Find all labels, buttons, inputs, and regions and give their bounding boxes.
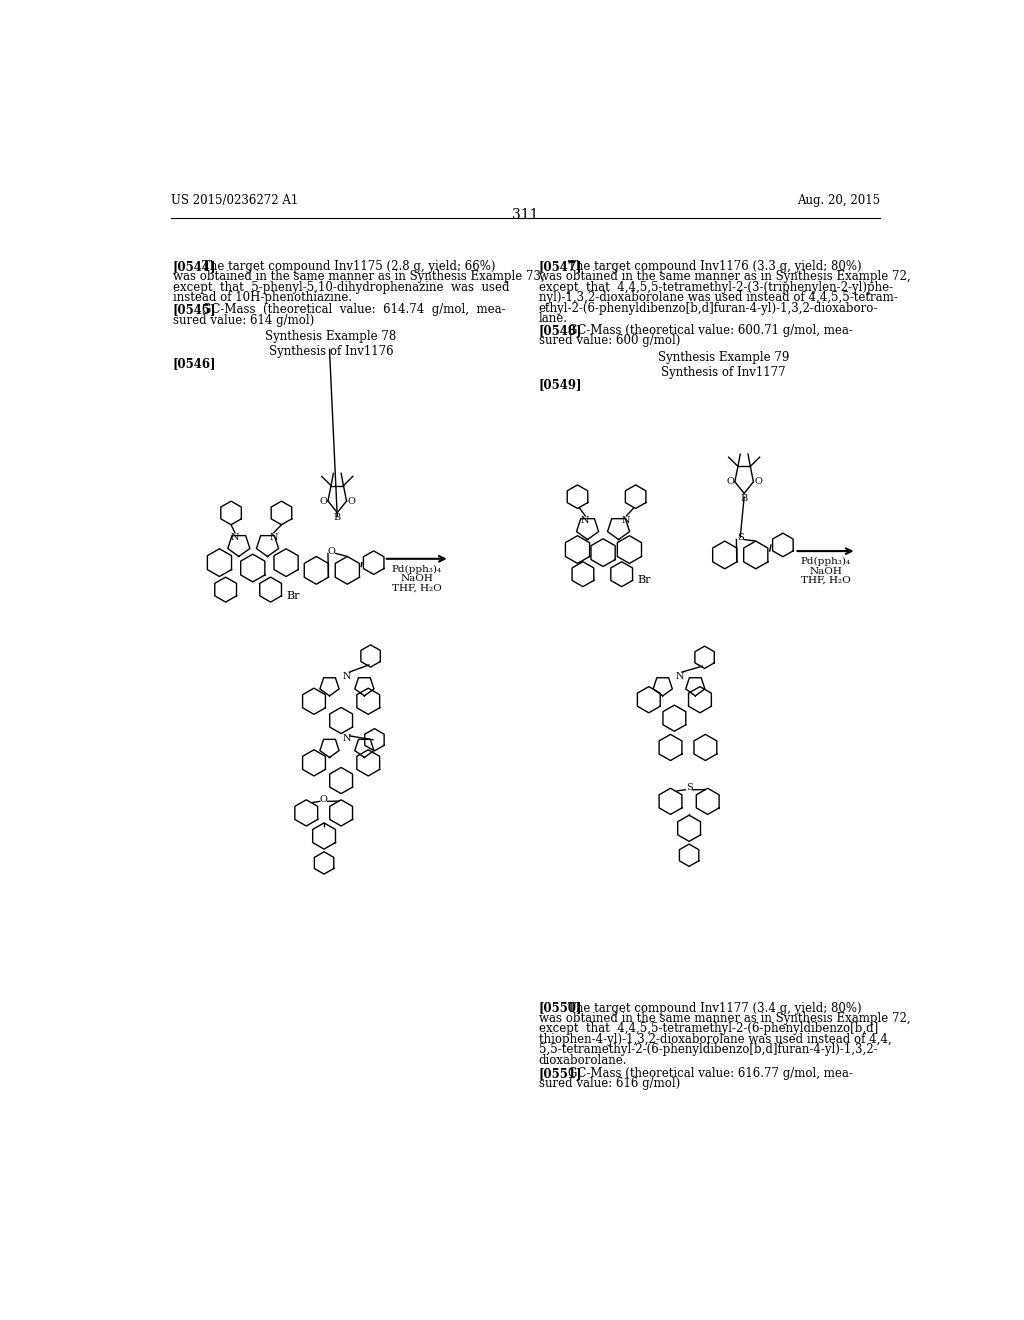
Text: THF, H₂O: THF, H₂O	[801, 576, 850, 585]
Text: US 2015/0236272 A1: US 2015/0236272 A1	[171, 194, 298, 207]
Text: sured value: 616 g/mol): sured value: 616 g/mol)	[539, 1077, 680, 1090]
Text: [0546]: [0546]	[173, 358, 216, 370]
Text: except  that  5-phenyl-5,10-dihydrophenazine  was  used: except that 5-phenyl-5,10-dihydrophenazi…	[173, 281, 510, 294]
Text: sured value: 614 g/mol): sured value: 614 g/mol)	[173, 314, 314, 326]
Text: nyl)-1,3,2-dioxaborolane was used instead of 4,4,5,5-tetram-: nyl)-1,3,2-dioxaborolane was used instea…	[539, 292, 897, 304]
Text: N: N	[581, 516, 590, 525]
Text: N: N	[269, 533, 278, 543]
Text: Aug. 20, 2015: Aug. 20, 2015	[797, 194, 880, 207]
Text: was obtained in the same manner as in Synthesis Example 73,: was obtained in the same manner as in Sy…	[173, 271, 545, 284]
Text: O: O	[319, 496, 328, 506]
Text: lane.: lane.	[539, 312, 567, 325]
Text: was obtained in the same manner as in Synthesis Example 72,: was obtained in the same manner as in Sy…	[539, 271, 910, 284]
Text: Pd(pph₃)₄: Pd(pph₃)₄	[391, 565, 441, 574]
Text: [0545]: [0545]	[173, 304, 216, 317]
Text: S: S	[686, 783, 692, 792]
Text: [0550]: [0550]	[539, 1002, 583, 1015]
Text: N: N	[230, 533, 240, 543]
Text: GC-Mass  (theoretical  value:  614.74  g/mol,  mea-: GC-Mass (theoretical value: 614.74 g/mol…	[203, 304, 506, 317]
Text: except  that  4,4,5,5-tetramethyl-2-(6-phenyldibenzo[b,d]: except that 4,4,5,5-tetramethyl-2-(6-phe…	[539, 1022, 878, 1035]
Text: Synthesis Example 78: Synthesis Example 78	[265, 330, 396, 343]
Text: NaOH: NaOH	[809, 566, 842, 576]
Text: Br: Br	[637, 576, 650, 585]
Text: O: O	[755, 478, 762, 486]
Text: thiophen-4-yl)-1,3,2-dioxaborolane was used instead of 4,4,: thiophen-4-yl)-1,3,2-dioxaborolane was u…	[539, 1032, 891, 1045]
Text: [0551]: [0551]	[539, 1067, 583, 1080]
Text: Pd(pph₃)₄: Pd(pph₃)₄	[801, 557, 851, 566]
Text: B: B	[740, 494, 748, 503]
Text: except  that  4,4,5,5-tetramethyl-2-(3-(triphenylen-2-yl)phe-: except that 4,4,5,5-tetramethyl-2-(3-(tr…	[539, 281, 893, 294]
Text: sured value: 600 g/mol): sured value: 600 g/mol)	[539, 334, 680, 347]
Text: O: O	[328, 546, 336, 556]
Text: GC-Mass (theoretical value: 600.71 g/mol, mea-: GC-Mass (theoretical value: 600.71 g/mol…	[568, 323, 853, 337]
Text: 311: 311	[512, 209, 538, 223]
Text: S: S	[737, 533, 743, 541]
Text: O: O	[726, 478, 734, 486]
Text: The target compound Inv1177 (3.4 g, yield: 80%): The target compound Inv1177 (3.4 g, yiel…	[568, 1002, 862, 1015]
Text: ethyl-2-(6-phenyldibenzo[b,d]furan-4-yl)-1,3,2-dioxaboro-: ethyl-2-(6-phenyldibenzo[b,d]furan-4-yl)…	[539, 302, 879, 314]
Text: O: O	[347, 496, 355, 506]
Text: dioxaborolane.: dioxaborolane.	[539, 1053, 628, 1067]
Text: Synthesis of Inv1176: Synthesis of Inv1176	[268, 345, 393, 358]
Text: O: O	[319, 795, 328, 804]
Text: [0549]: [0549]	[539, 378, 583, 391]
Text: Synthesis of Inv1177: Synthesis of Inv1177	[660, 366, 785, 379]
Text: [0547]: [0547]	[539, 260, 583, 273]
Text: [0548]: [0548]	[539, 323, 583, 337]
Text: Br: Br	[287, 591, 300, 601]
Text: Synthesis Example 79: Synthesis Example 79	[657, 351, 788, 364]
Text: 5,5-tetramethyl-2-(6-phenyldibenzo[b,d]furan-4-yl)-1,3,2-: 5,5-tetramethyl-2-(6-phenyldibenzo[b,d]f…	[539, 1043, 878, 1056]
Text: B: B	[334, 513, 341, 523]
Text: N: N	[676, 672, 684, 681]
Text: GC-Mass (theoretical value: 616.77 g/mol, mea-: GC-Mass (theoretical value: 616.77 g/mol…	[568, 1067, 853, 1080]
Text: THF, H₂O: THF, H₂O	[392, 583, 441, 593]
Text: N: N	[343, 672, 351, 681]
Text: N: N	[622, 516, 631, 525]
Text: N: N	[343, 734, 351, 743]
Text: was obtained in the same manner as in Synthesis Example 72,: was obtained in the same manner as in Sy…	[539, 1012, 910, 1024]
Text: [0544]: [0544]	[173, 260, 216, 273]
Text: NaOH: NaOH	[400, 574, 433, 583]
Text: The target compound Inv1175 (2.8 g, yield: 66%): The target compound Inv1175 (2.8 g, yiel…	[203, 260, 496, 273]
Text: instead of 10H-phenothiazine.: instead of 10H-phenothiazine.	[173, 292, 352, 304]
Text: The target compound Inv1176 (3.3 g, yield: 80%): The target compound Inv1176 (3.3 g, yiel…	[568, 260, 862, 273]
